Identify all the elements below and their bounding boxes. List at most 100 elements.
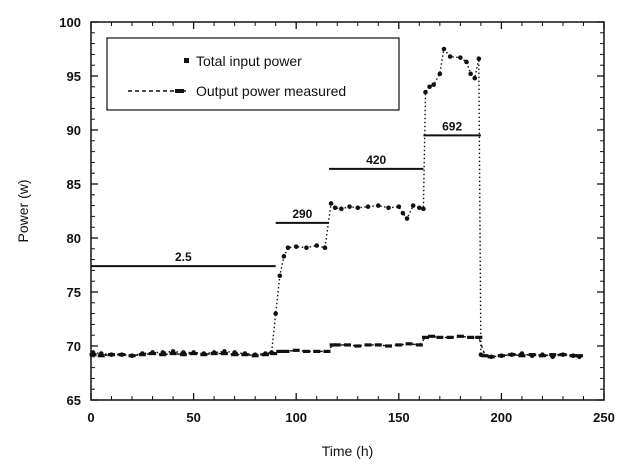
data-point-output-power [475,335,483,339]
data-point-output-power [497,354,505,358]
data-point-output-power [97,354,105,358]
legend: Total input power Output power measured [106,37,400,111]
data-point-total-input-power [281,254,287,259]
data-point-total-input-power [347,204,352,209]
data-point-total-input-power [328,201,334,206]
data-point-output-power [395,343,403,347]
y-tick-label: 100 [59,15,81,30]
data-point-output-power [364,343,372,347]
data-point-output-power [323,349,331,353]
data-point-output-power [149,351,157,356]
plot-frame [90,21,605,401]
data-point-total-input-power [441,46,447,52]
data-point-total-input-power [431,82,436,87]
data-point-output-power [333,343,341,347]
data-point-output-power [575,354,583,358]
data-point-output-power [179,353,187,357]
legend-box [106,37,400,111]
x-tick-label: 150 [388,410,410,425]
legend-marker-total-input-power [184,58,189,63]
data-point-output-power [108,353,116,357]
data-point-output-power [538,354,546,358]
x-tick-label: 100 [285,410,307,425]
data-point-output-power [481,354,489,358]
data-point-total-input-power [464,59,469,65]
data-point-total-input-power [410,203,416,208]
data-point-total-input-power [447,54,453,59]
annotation-label: 420 [366,153,386,167]
data-point-total-input-power [427,84,432,90]
data-point-total-input-power [386,205,391,211]
data-point-output-power [118,353,126,357]
data-point-total-input-power [423,89,428,95]
data-point-total-input-power [396,204,402,209]
data-point-output-power [241,353,249,357]
data-point-output-power [436,335,444,339]
data-point-total-input-power [375,203,381,208]
data-point-output-power [190,351,198,356]
data-point-total-input-power [472,75,478,81]
data-point-output-power [456,334,464,338]
annotation-label: 692 [442,119,462,133]
data-point-total-input-power [285,245,291,251]
data-point-total-input-power [400,210,406,216]
data-point-total-input-power [314,243,320,248]
data-point-total-input-power [293,244,299,249]
data-point-output-power [569,354,577,358]
data-point-output-power [405,342,413,346]
data-point-output-power [138,353,146,357]
x-tick-label: 250 [593,410,615,425]
annotation-label: 290 [292,207,312,221]
y-tick-label: 85 [67,177,81,192]
data-point-output-power [344,343,351,347]
data-point-total-input-power [404,216,410,221]
data-point-output-power [385,344,393,348]
data-point-output-power [231,353,239,357]
x-axis-label: Time (h) [322,443,374,459]
data-point-total-input-power [476,56,482,62]
legend-marker-output-power-dash [175,89,184,93]
data-point-output-power [251,354,259,358]
data-point-output-power [487,355,495,359]
y-tick-label: 70 [67,339,81,354]
data-point-output-power [159,353,167,357]
data-point-output-power [276,349,284,353]
y-tick-label: 95 [67,69,81,84]
legend-label-total-input-power: Total input power [196,53,302,69]
data-point-output-power [282,349,290,353]
legend-label-output-power: Output power measured [196,83,346,99]
data-point-output-power [292,348,300,352]
data-point-output-power [210,351,218,356]
data-point-total-input-power [339,206,344,212]
data-point-output-power [128,354,136,358]
data-point-output-power [261,353,269,357]
data-point-output-power [467,335,475,339]
data-series [89,46,583,360]
data-point-total-input-power [304,245,309,251]
data-point-output-power [374,343,382,347]
data-point-output-power [354,344,362,348]
y-tick-label: 75 [67,285,81,300]
x-tick-label: 50 [186,410,200,425]
data-point-output-power [302,349,310,353]
data-point-output-power [549,353,557,357]
y-axis-label: Power (w) [15,179,31,242]
annotation-label: 2.5 [175,250,192,264]
y-tick-label: 65 [67,393,81,408]
y-tick-label: 90 [67,123,81,138]
data-point-total-input-power [332,205,338,211]
data-point-total-input-power [355,205,361,211]
x-tick-label: 0 [87,410,94,425]
data-point-output-power [313,349,321,353]
data-point-output-power [559,353,567,357]
data-point-output-power [428,334,436,338]
data-point-total-input-power [277,273,283,279]
data-point-output-power [200,353,208,357]
data-point-output-power [446,335,454,339]
data-point-total-input-power [322,245,328,251]
data-point-output-power [518,354,526,358]
x-tick-label: 200 [491,410,513,425]
annotation-bars: 2.5 290 420 692 [91,119,481,268]
data-point-output-power [270,351,278,356]
